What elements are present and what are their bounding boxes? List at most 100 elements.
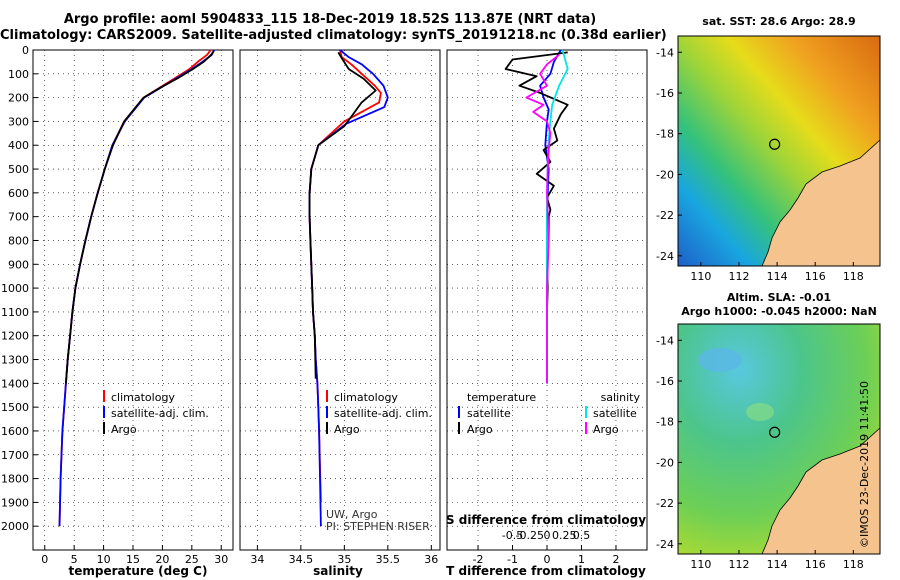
salinity-axes-frame <box>239 49 441 551</box>
s-diff-tick-label: 0.5 <box>573 529 591 542</box>
difference-lines <box>504 49 569 384</box>
sla-lon-ticks: 110 112 114 116 118 <box>690 550 864 571</box>
s-diff-tick-label: 0 <box>544 529 551 542</box>
t-difference-tick-labels: -2 -1 0 1 2 <box>473 545 619 566</box>
sla-lat-ticks: -14 -16 -18 -20 -22 -24 <box>656 334 682 551</box>
lat-tick-label: -18 <box>656 128 674 141</box>
sla-low-anomaly <box>698 348 742 372</box>
difference-legend: temperature satellite Argo salinity sate… <box>458 391 641 436</box>
x-tick-label: 2 <box>612 553 619 566</box>
plot-title-line1: Argo profile: aoml 5904833_115 18-Dec-20… <box>63 12 597 27</box>
s-difference-x-label: S difference from climatology <box>446 513 646 527</box>
depth-tick-label: 1600 <box>1 425 29 438</box>
sst-map-frame <box>677 35 881 267</box>
t-difference-x-label: T difference from climatology <box>446 564 646 578</box>
depth-tick-label: 1700 <box>1 449 29 462</box>
x-tick-label: -2 <box>473 553 484 566</box>
lat-tick-label: -14 <box>656 46 674 59</box>
lat-tick-label: -14 <box>656 334 674 347</box>
x-tick-label: 0 <box>41 553 48 566</box>
depth-tick-label: 200 <box>8 92 29 105</box>
sst-lat-ticks: -14 -16 -18 -20 -22 -24 <box>656 46 682 263</box>
sla-land-australia <box>761 427 880 554</box>
sla-anomaly <box>746 403 774 421</box>
x-tick-label: 34 <box>250 553 264 566</box>
data-source-line2: PI: STEPHEN RISER <box>326 520 430 533</box>
x-tick-label: 35.5 <box>376 553 401 566</box>
x-tick-label: -1 <box>507 553 518 566</box>
series-s-argo <box>525 54 560 384</box>
lat-tick-label: -16 <box>656 87 674 100</box>
lat-tick-label: -18 <box>656 416 674 429</box>
legend-satellite: satellite-adj. clim. <box>334 407 432 420</box>
depth-tick-label: 1800 <box>1 473 29 486</box>
s-difference-tick-labels: -0.5-0.25 0 0.250.5 <box>502 529 590 542</box>
depth-tick-label: 600 <box>8 187 29 200</box>
legend-climatology: climatology <box>334 391 398 404</box>
sla-map-panel: Altim. SLA: -0.01 Argo h1000: -0.045 h20… <box>656 291 881 571</box>
depth-tick-label: 700 <box>8 211 29 224</box>
sla-map-frame <box>677 323 881 555</box>
lat-tick-label: -16 <box>656 375 674 388</box>
x-tick-label: 36 <box>424 553 438 566</box>
legend-argo: Argo <box>334 423 360 436</box>
salinity-tick-labels: 34 34.5 35 35.5 36 <box>250 545 438 566</box>
depth-tick-label: 1900 <box>1 496 29 509</box>
depth-tick-label: 100 <box>8 68 29 81</box>
depth-tick-label: 300 <box>8 115 29 128</box>
sla-map-title-line1: Altim. SLA: -0.01 <box>727 291 831 304</box>
s-diff-tick-label: -0.5 <box>502 529 523 542</box>
temperature-tick-labels: 0 5 10 15 20 25 30 <box>41 545 228 566</box>
x-tick-label: 34.5 <box>289 553 314 566</box>
lat-tick-label: -20 <box>656 456 674 469</box>
salinity-lines <box>308 49 389 527</box>
legend-temperature-heading: temperature <box>467 391 536 404</box>
temperature-grid <box>33 49 233 550</box>
series-argo <box>308 51 377 379</box>
legend-salinity-heading: salinity <box>601 391 641 404</box>
depth-tick-label: 400 <box>8 139 29 152</box>
x-tick-label: 30 <box>214 553 228 566</box>
depth-tick-label: 1000 <box>1 282 29 295</box>
salinity-panel: 34 34.5 35 35.5 36 salinity climatology sate… <box>239 49 441 578</box>
x-tick-label: 15 <box>126 553 140 566</box>
depth-tick-label: 800 <box>8 234 29 247</box>
depth-tick-label: 2000 <box>1 520 29 533</box>
salinity-grid <box>240 49 440 550</box>
lat-tick-label: -22 <box>656 497 674 510</box>
argo-position-marker <box>769 426 781 438</box>
legend-t-satellite: satellite <box>467 407 511 420</box>
legend-argo: Argo <box>111 423 137 436</box>
x-tick-label: 25 <box>185 553 199 566</box>
sst-map-panel: sat. SST: 28.6 Argo: 28.9 110 112 114 116 11… <box>656 15 881 283</box>
plot-title-line2: Climatology: CARS2009. Satellite-adjuste… <box>0 28 667 43</box>
sst-map-title: sat. SST: 28.6 Argo: 28.9 <box>702 15 855 28</box>
lon-tick-label: 112 <box>728 558 749 571</box>
lon-tick-label: 114 <box>767 558 788 571</box>
s-diff-tick-label: 0.25 <box>552 529 577 542</box>
temperature-lines <box>58 49 216 527</box>
depth-tick-label: 500 <box>8 163 29 176</box>
lon-tick-label: 116 <box>805 270 826 283</box>
depth-tick-label: 900 <box>8 258 29 271</box>
lon-tick-label: 118 <box>843 558 864 571</box>
x-tick-label: 35 <box>337 553 351 566</box>
x-tick-label: 5 <box>71 553 78 566</box>
depth-tick-labels: 0 100 200 300 400 500 600 700 800 900 1000 1100 1200… <box>1 44 38 533</box>
x-tick-label: 1 <box>578 553 585 566</box>
temperature-legend: climatology satellite-adj. clim. Argo <box>103 390 209 436</box>
lon-tick-label: 110 <box>690 270 711 283</box>
lat-tick-label: -22 <box>656 209 674 222</box>
depth-tick-label: 0 <box>22 44 29 57</box>
salinity-x-label: salinity <box>313 564 363 578</box>
lat-tick-label: -24 <box>656 538 674 551</box>
series-argo <box>65 50 215 384</box>
data-source-line1: UW, Argo <box>326 508 378 521</box>
lon-tick-label: 114 <box>767 270 788 283</box>
salinity-legend: climatology satellite-adj. clim. Argo <box>326 390 432 436</box>
depth-tick-label: 1100 <box>1 306 29 319</box>
sla-map-title-line2: Argo h1000: -0.045 h2000: NaN <box>681 305 877 318</box>
lat-tick-label: -24 <box>656 250 674 263</box>
legend-s-satellite: satellite <box>593 407 637 420</box>
